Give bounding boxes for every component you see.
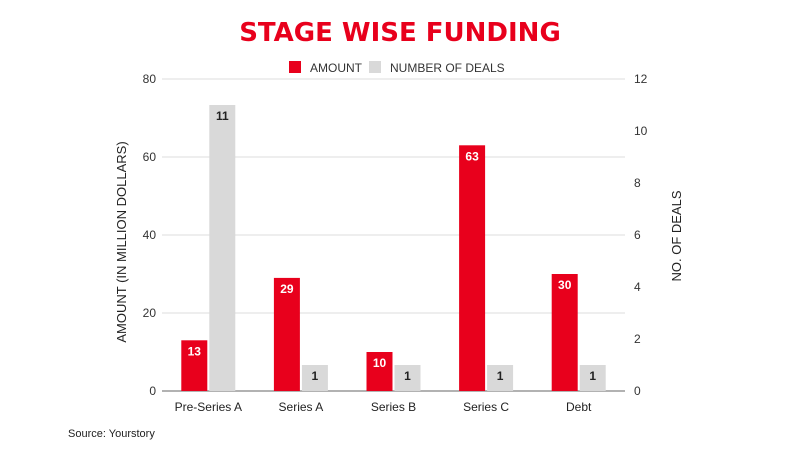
left-tick-label: 80 [143,72,157,86]
bar-amount [551,274,578,391]
bar-amount [181,340,208,391]
bar-amount [459,145,486,391]
left-axis-ticks: 0 20 40 60 80 [143,72,157,398]
bar-deals [209,105,236,391]
gridlines [162,78,625,392]
right-tick-label: 6 [634,228,641,242]
right-tick-label: 10 [634,124,648,138]
category-labels: Pre-Series A Series A Series B Series C Debt [175,400,592,414]
legend: AMOUNT NUMBER OF DEALS [289,61,505,75]
right-tick-label: 8 [634,176,641,190]
right-tick-label: 2 [634,332,641,346]
data-label: 29 [280,282,294,296]
left-tick-label: 40 [143,228,157,242]
data-label: 63 [465,149,479,163]
data-label: 13 [188,344,202,358]
data-label: 11 [216,109,229,123]
data-label: 10 [373,356,387,370]
data-label: 30 [558,278,572,292]
source-note: Source: Yourstory [68,428,155,440]
bar-deals [394,365,421,391]
left-tick-label: 60 [143,150,157,164]
category-label: Series C [463,400,509,414]
chart-title: STAGE WISE FUNDING [239,18,561,48]
bars [181,105,606,391]
category-label: Debt [566,400,592,414]
left-tick-label: 0 [149,384,156,398]
legend-swatch [289,61,301,73]
right-tick-label: 4 [634,280,641,294]
category-label: Series B [371,400,416,414]
data-label: 1 [404,369,411,383]
bar-amount [273,277,300,391]
data-label: 1 [589,369,596,383]
right-axis-ticks: 0 2 4 6 8 10 12 [634,72,648,398]
bar-amount [366,352,393,391]
legend-label: AMOUNT [310,61,363,75]
data-label: 1 [497,369,504,383]
data-label: 1 [312,369,319,383]
category-label: Pre-Series A [175,400,242,414]
legend-swatch [369,61,381,73]
legend-label: NUMBER OF DEALS [390,61,505,75]
bar-deals [487,365,514,391]
y-axis-right-title: NO. OF DEALS [669,190,684,281]
left-tick-label: 20 [143,306,157,320]
data-labels: 13 11 29 1 10 1 63 1 30 1 [188,109,597,383]
category-label: Series A [279,400,324,414]
right-tick-label: 12 [634,72,648,86]
bar-deals [301,365,328,391]
right-tick-label: 0 [634,384,641,398]
y-axis-left-title: AMOUNT (IN MILLION DOLLARS) [114,141,129,342]
bar-deals [579,365,606,391]
